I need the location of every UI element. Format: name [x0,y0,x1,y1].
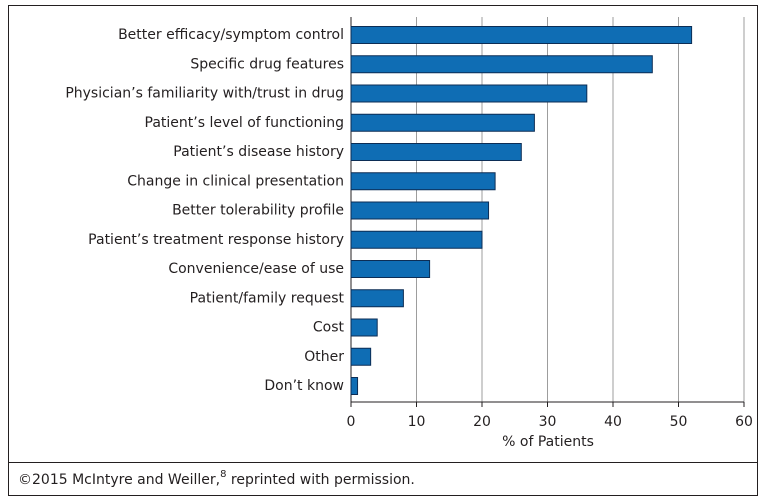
y-tick-label: Other [304,349,344,365]
y-tick-label: Physician’s familiarity with/trust in dr… [65,86,344,102]
bar [350,260,431,278]
x-tick-label: 50 [670,414,688,430]
bar [350,143,522,161]
x-tick-label: 20 [473,414,491,430]
bar [350,201,490,220]
y-tick-label: Cost [313,320,345,336]
x-tick-label: 40 [604,414,622,430]
y-tick-label: Patient/family request [190,290,345,306]
bar [350,289,404,308]
x-axis-label: % of Patients [502,434,594,450]
bar [350,172,496,191]
y-tick-label: Specific drug features [190,56,344,72]
source-text: ©2015 McIntyre and Weiller, [18,472,220,488]
x-tick-label: 10 [408,414,426,430]
bar [350,113,535,132]
x-tick-label: 30 [539,414,557,430]
bar [350,55,653,74]
y-tick-label: Convenience/ease of use [168,261,344,277]
bar [350,26,693,44]
source-ref: 8 [220,469,226,480]
bar [350,318,378,337]
bar [350,347,372,366]
source-tail: reprinted with permission. [226,472,414,488]
bar [350,230,483,249]
y-tick-label: Better tolerability profile [172,203,344,219]
bar [350,377,359,395]
frame [8,5,758,496]
y-tick-label: Better efficacy/symptom control [118,27,344,43]
y-tick-label: Patient’s level of functioning [145,115,344,131]
y-tick-label: Don’t know [264,378,344,394]
y-tick-label: Patient’s disease history [173,144,344,160]
x-tick-label: 0 [347,414,356,430]
x-tick-label: 60 [735,414,753,430]
source-note: ©2015 McIntyre and Weiller,8 reprinted w… [18,469,415,488]
bar [350,84,588,103]
y-tick-label: Patient’s treatment response history [88,232,344,248]
y-tick-label: Change in clinical presentation [127,173,344,189]
